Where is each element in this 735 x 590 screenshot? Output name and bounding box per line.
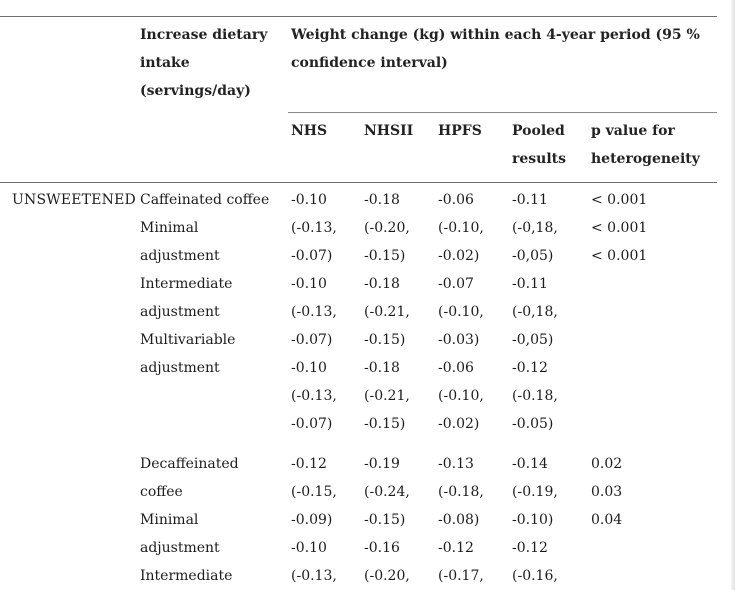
table-cell-hpfs: -0.12 — [438, 540, 474, 556]
table-cell-nhsii: -0.15) — [364, 248, 406, 264]
table-cell-hpfs: (-0.10, — [438, 304, 484, 320]
section-label-unsweetened: UNSWEETENED — [12, 192, 136, 208]
table-cell-nhs: -0.12 — [291, 456, 327, 472]
header-hpfs: HPFS — [438, 123, 482, 139]
table-cell-nhs: (-0.13, — [291, 568, 337, 584]
table-cell-nhs: (-0.15, — [291, 484, 337, 500]
table-cell-nhsii: -0.18 — [364, 360, 400, 376]
header-nhs: NHS — [291, 123, 328, 139]
table-cell-nhs: -0.10 — [291, 540, 327, 556]
table-cell-intake: adjustment — [140, 248, 220, 264]
table-cell-nhs: -0.10 — [291, 360, 327, 376]
header-weight-change-line1: Weight change (kg) within each 4-year pe… — [291, 27, 700, 43]
table-cell-nhsii: -0.19 — [364, 456, 400, 472]
table-cell-nhsii: -0.18 — [364, 276, 400, 292]
table-cell-pvalue: < 0.001 — [591, 192, 648, 208]
header-pooled-line1: Pooled — [512, 123, 565, 139]
table-cell-nhs: (-0.13, — [291, 388, 337, 404]
table-cell-intake: adjustment — [140, 360, 220, 376]
table-cell-hpfs: -0.07 — [438, 276, 474, 292]
table-cell-hpfs: -0.08) — [438, 512, 480, 528]
table-cell-nhsii: (-0.21, — [364, 388, 410, 404]
header-weight-change-line2: confidence interval) — [291, 55, 448, 71]
table-cell-pvalue: 0.04 — [591, 512, 623, 528]
table-cell-hpfs: -0.06 — [438, 360, 474, 376]
table-cell-pooled: -0,05) — [512, 248, 554, 264]
table-cell-pooled: -0.12 — [512, 360, 548, 376]
table-cell-intake: Multivariable — [140, 332, 236, 348]
table-cell-pooled: -0,05) — [512, 332, 554, 348]
table-cell-pvalue: 0.02 — [591, 456, 623, 472]
table-cell-pooled: (-0.18, — [512, 388, 558, 404]
header-pvalue-line2: heterogeneity — [591, 151, 700, 167]
table-cell-nhsii: -0.16 — [364, 540, 400, 556]
table-cell-hpfs: -0.13 — [438, 456, 474, 472]
table-cell-nhs: -0.10 — [291, 276, 327, 292]
table-cell-pooled: -0.10) — [512, 512, 554, 528]
table-cell-nhsii: (-0.20, — [364, 220, 410, 236]
table-cell-intake: Minimal — [140, 512, 199, 528]
table-cell-hpfs: -0.02) — [438, 248, 480, 264]
header-intake-line3: (servings/day) — [140, 83, 251, 99]
table-cell-intake: Intermediate — [140, 568, 233, 584]
table-cell-pooled: -0.14 — [512, 456, 548, 472]
table-cell-pooled: (-0,18, — [512, 304, 558, 320]
table-cell-pooled: (-0,18, — [512, 220, 558, 236]
table-cell-nhsii: -0.15) — [364, 512, 406, 528]
table-cell-hpfs: -0.02) — [438, 416, 480, 432]
table-cell-nhsii: -0.18 — [364, 192, 400, 208]
table-cell-pooled: (-0.16, — [512, 568, 558, 584]
table-cell-pooled: -0.11 — [512, 276, 548, 292]
table-cell-pooled: (-0.19, — [512, 484, 558, 500]
table-cell-pooled: -0.12 — [512, 540, 548, 556]
table-cell-nhs: -0.07) — [291, 332, 333, 348]
table-cell-intake: adjustment — [140, 540, 220, 556]
table-cell-nhs: -0.07) — [291, 248, 333, 264]
table-cell-nhsii: -0.15) — [364, 332, 406, 348]
page-edge-shadow — [731, 0, 735, 590]
table-cell-nhsii: (-0.24, — [364, 484, 410, 500]
table-cell-pvalue: < 0.001 — [591, 248, 648, 264]
table-cell-hpfs: (-0.17, — [438, 568, 484, 584]
header-intake-line2: intake — [140, 55, 190, 71]
table-cell-nhs: -0.10 — [291, 192, 327, 208]
table-cell-hpfs: -0.06 — [438, 192, 474, 208]
table-cell-intake: Intermediate — [140, 276, 233, 292]
table-cell-nhsii: (-0.21, — [364, 304, 410, 320]
table-cell-nhs: (-0.13, — [291, 220, 337, 236]
header-pvalue-line1: p value for — [591, 123, 675, 139]
table-cell-hpfs: (-0.18, — [438, 484, 484, 500]
table-cell-nhs: (-0.13, — [291, 304, 337, 320]
table-cell-nhs: -0.09) — [291, 512, 333, 528]
header-nhsii: NHSII — [364, 123, 414, 139]
table-cell-intake: adjustment — [140, 304, 220, 320]
table-cell-hpfs: -0.03) — [438, 332, 480, 348]
table-cell-pooled: -0.11 — [512, 192, 548, 208]
table-cell-intake: Caffeinated coffee — [140, 192, 270, 208]
header-pooled-line2: results — [512, 151, 567, 167]
subheader-rule — [288, 112, 717, 113]
header-intake-line1: Increase dietary — [140, 27, 268, 43]
table-cell-hpfs: (-0.10, — [438, 220, 484, 236]
table-cell-intake: coffee — [140, 484, 183, 500]
top-rule — [0, 16, 717, 17]
table-cell-intake: Decaffeinated — [140, 456, 239, 472]
table-cell-hpfs: (-0.10, — [438, 388, 484, 404]
table-cell-nhsii: (-0.20, — [364, 568, 410, 584]
table-cell-pvalue: < 0.001 — [591, 220, 648, 236]
table-cell-pooled: -0.05) — [512, 416, 554, 432]
table-cell-pvalue: 0.03 — [591, 484, 623, 500]
table-cell-nhsii: -0.15) — [364, 416, 406, 432]
header-bottom-rule — [0, 182, 717, 183]
table-cell-nhs: -0.07) — [291, 416, 333, 432]
table-cell-intake: Minimal — [140, 220, 199, 236]
